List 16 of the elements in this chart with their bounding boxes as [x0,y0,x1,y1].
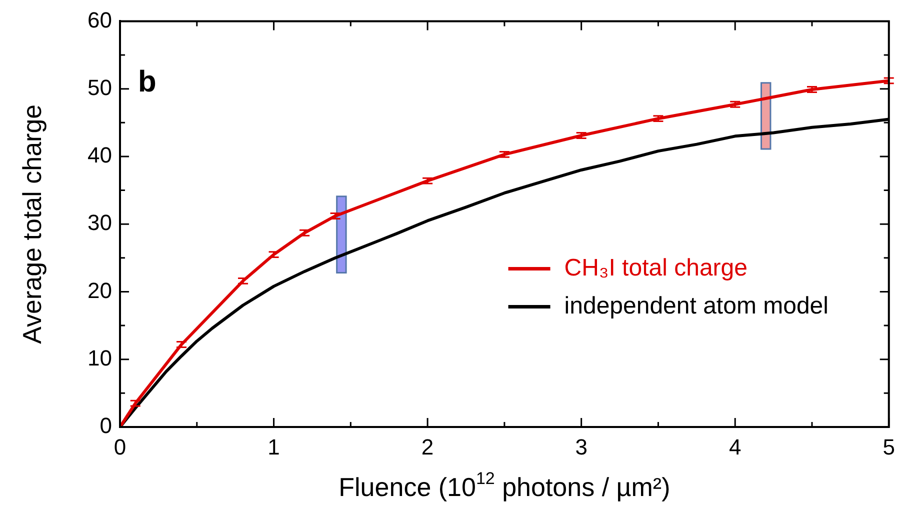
y-tick-label: 0 [100,413,112,438]
y-tick-label: 20 [88,278,112,303]
legend-label: independent atom model [564,292,828,320]
x-tick-label: 1 [268,434,280,460]
y-tick-label: 30 [88,210,112,236]
y-tick-label: 50 [88,74,112,100]
x-tick-label: 2 [421,434,434,460]
y-tick-label: 10 [88,345,112,370]
x-tick-label: 4 [728,434,742,460]
x-tick-label: 3 [575,434,588,460]
x-tick-label: 5 [882,434,896,460]
y-axis-title: Average total charge [17,104,48,344]
legend-label: CH₃I total charge [564,254,748,282]
annotation: b [138,65,156,98]
y-tick-label: 60 [88,7,112,32]
y-tick-label: 40 [88,142,112,168]
